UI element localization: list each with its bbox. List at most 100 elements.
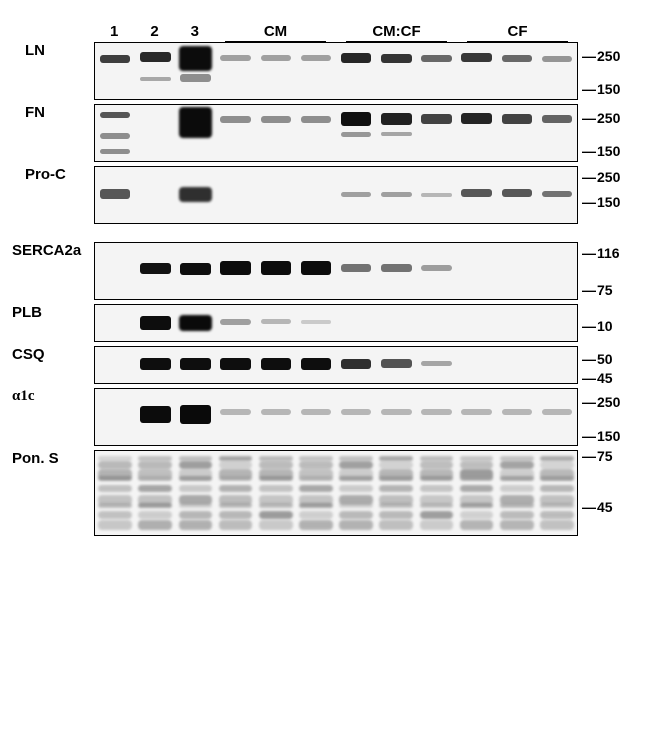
lane <box>216 243 256 299</box>
ponceau-band <box>339 503 373 508</box>
lane <box>376 243 416 299</box>
lane <box>416 347 456 383</box>
protein-name: SERCA2a <box>12 242 81 259</box>
ponceau-band <box>259 461 293 469</box>
blot-serca2a <box>94 242 578 300</box>
mw-markers-pons: 7545 <box>582 450 638 534</box>
lane <box>537 347 577 383</box>
ponceau-band <box>460 520 494 530</box>
ponceau-band <box>379 511 413 519</box>
lane <box>497 105 537 161</box>
mw-tick: 45 <box>582 370 613 386</box>
lane <box>175 43 215 99</box>
band <box>381 113 412 125</box>
band <box>220 319 251 325</box>
lane <box>537 243 577 299</box>
ponceau-band <box>98 503 132 508</box>
lane <box>135 243 175 299</box>
band <box>261 261 292 276</box>
band <box>140 358 171 371</box>
band <box>542 115 573 123</box>
lane <box>497 43 537 99</box>
lane <box>95 167 135 223</box>
protein-name: Pon. S <box>12 450 59 467</box>
mw-tick: 150 <box>582 143 620 159</box>
ponceau-band <box>299 461 333 469</box>
band <box>179 46 213 71</box>
ponceau-band <box>219 485 253 493</box>
lane <box>216 305 256 341</box>
lane-number: 1 <box>94 23 134 40</box>
lane <box>216 451 256 535</box>
ponceau-band <box>540 503 574 508</box>
band <box>261 319 292 324</box>
mw-tick: 50 <box>582 351 613 367</box>
ponceau-band <box>179 511 213 519</box>
row-label-serca2a: SERCA2a <box>12 242 90 259</box>
band <box>542 409 573 415</box>
band <box>421 193 452 197</box>
band <box>180 405 211 424</box>
band <box>220 116 251 123</box>
ponceau-band <box>500 503 534 508</box>
ponceau-band <box>500 485 534 493</box>
lane <box>95 43 135 99</box>
ponceau-band <box>98 461 132 469</box>
band <box>542 191 573 198</box>
ponceau-band <box>259 503 293 508</box>
band <box>100 189 131 199</box>
lane <box>457 167 497 223</box>
band <box>461 113 492 124</box>
lane <box>175 243 215 299</box>
lane <box>497 347 537 383</box>
band <box>261 116 292 123</box>
ponceau-band <box>98 485 132 493</box>
band <box>220 261 251 276</box>
lane <box>457 305 497 341</box>
lane <box>376 451 416 535</box>
band <box>179 107 213 138</box>
lane <box>416 167 456 223</box>
ponceau-band <box>179 476 213 481</box>
lane <box>216 43 256 99</box>
lane <box>416 105 456 161</box>
lane <box>175 167 215 223</box>
lane <box>376 43 416 99</box>
band <box>301 261 332 276</box>
lane <box>376 105 416 161</box>
band <box>180 74 211 82</box>
lane <box>336 167 376 223</box>
lane <box>175 451 215 535</box>
ponceau-band <box>339 520 373 530</box>
mw-tick: 150 <box>582 428 620 444</box>
lane <box>175 305 215 341</box>
band <box>502 114 533 124</box>
lane <box>95 105 135 161</box>
band <box>179 315 213 331</box>
ponceau-band <box>179 520 213 530</box>
lane <box>376 167 416 223</box>
blot-a1c <box>94 388 578 446</box>
band <box>461 53 492 62</box>
lane <box>256 43 296 99</box>
ponceau-band <box>219 511 253 519</box>
band <box>461 409 492 415</box>
lane <box>175 347 215 383</box>
lane-group-cm-cf: CM:CF <box>336 23 457 40</box>
ponceau-band <box>138 485 172 493</box>
lane <box>135 389 175 445</box>
lane <box>457 243 497 299</box>
band <box>461 189 492 197</box>
ponceau-band <box>339 485 373 493</box>
lane <box>296 451 336 535</box>
lane <box>256 243 296 299</box>
mw-markers-fn: 250150 <box>582 104 638 160</box>
mw-markers-csq: 5045 <box>582 346 638 382</box>
mw-tick: 45 <box>582 499 613 515</box>
lane <box>336 243 376 299</box>
lane <box>216 389 256 445</box>
lane <box>497 451 537 535</box>
ponceau-band <box>420 461 454 469</box>
lane <box>135 105 175 161</box>
ponceau-band <box>500 520 534 530</box>
